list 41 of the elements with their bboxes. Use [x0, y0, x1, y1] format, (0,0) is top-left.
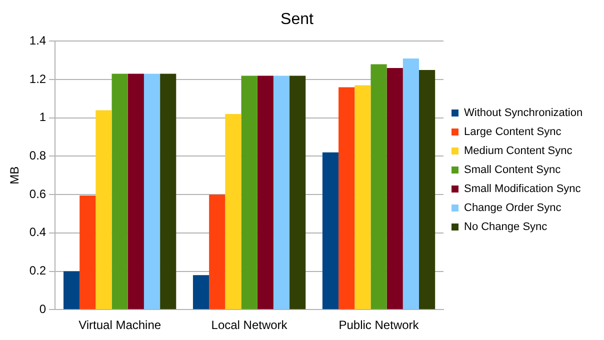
- x-tick-label: Public Network: [338, 318, 420, 332]
- bar: [64, 271, 80, 310]
- legend-label: Change Order Sync: [464, 202, 562, 214]
- bar: [418, 70, 436, 310]
- bar: [144, 74, 160, 310]
- bar: [386, 68, 403, 310]
- x-tick-label: Local Network: [211, 318, 288, 332]
- y-tick-label: 0.2: [29, 264, 46, 278]
- y-tick-label: 0.6: [29, 186, 46, 201]
- bar: [80, 196, 96, 310]
- bar: [322, 152, 339, 310]
- bar: [257, 76, 274, 310]
- bar: [273, 76, 290, 310]
- bar: [209, 194, 226, 310]
- y-tick-label: 1.2: [29, 72, 46, 86]
- bar: [96, 110, 112, 310]
- bar: [290, 76, 306, 310]
- legend-label: No Change Sync: [464, 221, 548, 234]
- bar: [192, 275, 210, 310]
- bar: [241, 76, 258, 310]
- bar: [128, 74, 144, 310]
- y-tick-label: 1: [39, 110, 46, 124]
- bar: [338, 87, 355, 310]
- legend-label: Small Content Sync: [464, 164, 562, 176]
- bar: [160, 74, 176, 310]
- legend-label: Without Synchronization: [464, 107, 583, 120]
- bar: [354, 85, 371, 310]
- bar: [112, 74, 128, 310]
- y-axis-title: MB: [8, 166, 22, 184]
- x-tick-label: Virtual Machine: [78, 318, 162, 332]
- bar: [225, 114, 242, 310]
- y-tick-label: 0.8: [29, 148, 46, 163]
- chart-title: Sent: [280, 11, 314, 28]
- y-tick-label: 0: [39, 302, 46, 316]
- bar: [402, 58, 419, 310]
- y-tick-label: 1.4: [29, 34, 46, 48]
- y-tick-label: 0.4: [29, 225, 46, 240]
- legend-label: Medium Content Sync: [464, 145, 573, 158]
- bar: [370, 64, 387, 310]
- legend-label: Large Content Sync: [464, 126, 562, 138]
- legend-label: Small Modification Sync: [464, 183, 582, 196]
